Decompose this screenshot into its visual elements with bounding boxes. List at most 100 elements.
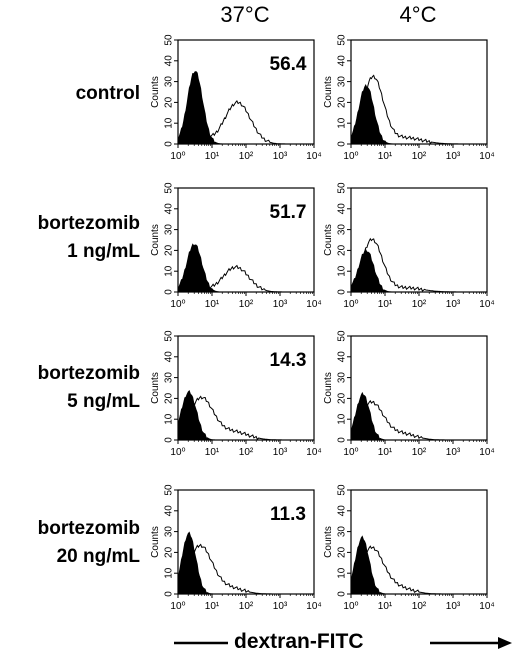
y-tick-label: 50 [164, 330, 175, 342]
x-tick-label: 10⁴ [479, 601, 494, 612]
y-tick-label: 40 [337, 505, 348, 517]
y-tick-label: 20 [164, 546, 175, 558]
x-tick-label: 10⁰ [170, 299, 185, 310]
x-tick-label: 10³ [446, 299, 461, 310]
y-tick-label: 30 [164, 372, 175, 384]
x-tick-label: 10⁰ [343, 601, 358, 612]
y-tick-label: 40 [164, 55, 175, 67]
y-tick-label: 50 [337, 34, 348, 46]
filled-histogram [350, 83, 487, 145]
footer-label: dextran-FITC [234, 630, 364, 653]
y-axis-label: Counts [150, 76, 161, 108]
y-axis-label: Counts [150, 224, 161, 256]
y-axis-label: Counts [323, 526, 334, 558]
y-axis-label: Counts [150, 526, 161, 558]
open-histogram [350, 74, 487, 145]
x-tick-label: 10⁰ [343, 151, 358, 162]
percent-value-label: 51.7 [270, 202, 307, 223]
x-tick-label: 10¹ [378, 151, 393, 162]
filled-histogram [177, 243, 314, 293]
x-tick-label: 10² [239, 447, 254, 458]
x-tick-label: 10⁴ [306, 151, 321, 162]
row-label-line1: bortezomib [37, 213, 140, 234]
open-histogram [350, 545, 487, 595]
y-tick-label: 30 [337, 76, 348, 88]
x-tick-label: 10¹ [205, 601, 220, 612]
percent-value-label: 56.4 [270, 54, 307, 75]
row-label-bortezomib-5: bortezomib 5 ng/mL [0, 360, 140, 416]
open-histogram [350, 399, 487, 441]
row-label-line1: control [75, 83, 140, 104]
x-tick-label: 10³ [446, 151, 461, 162]
x-tick-label: 10¹ [205, 447, 220, 458]
filled-histogram [177, 389, 314, 441]
y-tick-label: 10 [337, 117, 348, 129]
y-tick-label: 20 [164, 96, 175, 108]
filled-histogram [350, 535, 487, 595]
open-histogram [177, 99, 314, 145]
y-tick-label: 50 [337, 484, 348, 496]
x-tick-label: 10⁴ [306, 601, 321, 612]
row-label-line2: 1 ng/mL [67, 241, 140, 262]
y-axis-label: Counts [323, 372, 334, 404]
y-tick-label: 50 [164, 182, 175, 194]
y-tick-label: 0 [164, 141, 175, 147]
histogram-panel: 0 10 20 30 40 50 Counts 10⁰ 10¹ 10² 10³ 10⁴ 14.3 [150, 330, 322, 458]
filled-histogram [350, 248, 487, 293]
row-label-line1: bortezomib [37, 363, 140, 384]
row-label-bortezomib-1: bortezomib 1 ng/mL [0, 210, 140, 266]
x-tick-label: 10³ [273, 299, 288, 310]
x-tick-label: 10⁰ [170, 601, 185, 612]
y-tick-label: 50 [164, 484, 175, 496]
y-tick-label: 20 [337, 96, 348, 108]
x-tick-label: 10⁴ [479, 299, 494, 310]
percent-value-label: 11.3 [270, 504, 306, 525]
x-tick-label: 10² [239, 299, 254, 310]
filled-histogram [177, 531, 314, 595]
x-tick-label: 10⁴ [479, 151, 494, 162]
y-tick-label: 10 [164, 413, 175, 425]
histogram-grid: 0 10 20 30 40 50 Counts 10⁰ 10¹ 10² 10³ 10⁴ 56.4 0 10 2… [150, 34, 495, 612]
filled-histogram [350, 391, 487, 441]
x-tick-label: 10⁰ [343, 299, 358, 310]
filled-histogram [177, 71, 314, 145]
row-label-line2: 20 ng/mL [56, 546, 140, 567]
x-tick-label: 10³ [446, 601, 461, 612]
histogram-panel: 0 10 20 30 40 50 Counts 10⁰ 10¹ 10² 10³ 10⁴ [323, 484, 495, 612]
x-tick-label: 10² [239, 601, 254, 612]
y-tick-label: 10 [337, 413, 348, 425]
row-label-line1: bortezomib [37, 518, 140, 539]
x-tick-label: 10¹ [378, 601, 393, 612]
x-tick-label: 10⁴ [306, 299, 321, 310]
footer-arrow [174, 637, 512, 649]
y-tick-label: 20 [337, 546, 348, 558]
histogram-panel: 0 10 20 30 40 50 Counts 10⁰ 10¹ 10² 10³ 10⁴ 56.4 [150, 34, 322, 162]
y-axis-label: Counts [150, 372, 161, 404]
histogram-panel: 0 10 20 30 40 50 Counts 10⁰ 10¹ 10² 10³ 10⁴ [323, 330, 495, 458]
x-tick-label: 10⁴ [306, 447, 321, 458]
y-tick-label: 30 [164, 224, 175, 236]
y-tick-label: 10 [337, 567, 348, 579]
column-header-4c: 4°C [399, 2, 437, 27]
x-tick-label: 10² [412, 447, 427, 458]
row-label-bortezomib-20: bortezomib 20 ng/mL [0, 515, 140, 571]
y-tick-label: 10 [164, 567, 175, 579]
histogram-panel: 0 10 20 30 40 50 Counts 10⁰ 10¹ 10² 10³ 10⁴ [323, 182, 495, 310]
y-axis-label: Counts [323, 224, 334, 256]
x-tick-label: 10⁰ [170, 151, 185, 162]
x-tick-label: 10⁰ [343, 447, 358, 458]
x-tick-label: 10² [239, 151, 254, 162]
histogram-panel: 0 10 20 30 40 50 Counts 10⁰ 10¹ 10² 10³ 10⁴ [323, 34, 495, 162]
x-tick-label: 10⁴ [479, 447, 494, 458]
y-tick-label: 40 [164, 203, 175, 215]
y-tick-label: 30 [337, 224, 348, 236]
histogram-panel: 0 10 20 30 40 50 Counts 10⁰ 10¹ 10² 10³ 10⁴ 11.3 [150, 484, 322, 612]
x-tick-label: 10¹ [205, 151, 220, 162]
x-tick-label: 10³ [446, 447, 461, 458]
y-tick-label: 50 [337, 330, 348, 342]
y-tick-label: 0 [337, 141, 348, 147]
y-tick-label: 0 [337, 591, 348, 597]
x-tick-label: 10³ [273, 447, 288, 458]
y-tick-label: 40 [164, 351, 175, 363]
x-tick-label: 10² [412, 601, 427, 612]
